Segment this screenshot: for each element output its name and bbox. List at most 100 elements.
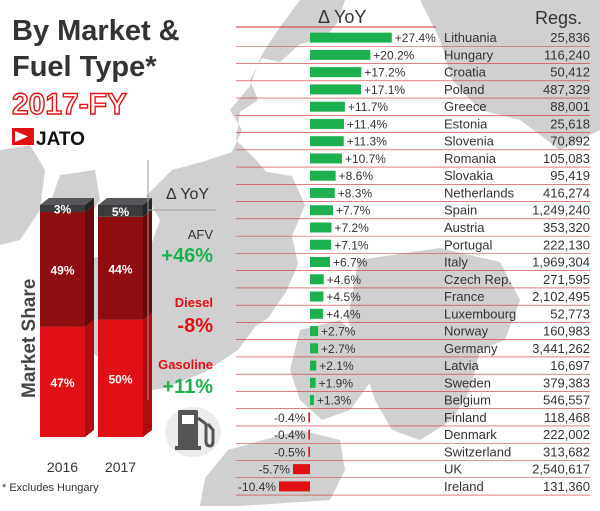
market-name: Poland: [444, 82, 484, 97]
market-regs: 95,419: [550, 168, 590, 183]
market-regs: 88,001: [550, 99, 590, 114]
yoy-label: +8.3%: [338, 186, 373, 200]
yoy-bar-netherlands: [310, 187, 335, 198]
yoy-label: +11.3%: [347, 135, 387, 149]
yoy-bar-czech-rep-: [310, 274, 324, 285]
market-name: Ireland: [444, 479, 484, 494]
share-label-2017-afv: 5%: [112, 205, 130, 219]
yoy-bar-latvia: [310, 360, 317, 371]
yoy-label: -0.4%: [274, 428, 306, 442]
yoy-label: +7.2%: [334, 221, 369, 235]
footnote: * Excludes Hungary: [2, 482, 99, 494]
yoy-label: +1.3%: [317, 394, 352, 408]
yoy-bar-luxembourg: [310, 308, 324, 319]
yoy-label: +7.7%: [336, 204, 371, 218]
market-regs: 353,320: [543, 220, 590, 235]
yoy-label: +11.7%: [348, 100, 388, 114]
yoy-label: +7.1%: [334, 238, 369, 252]
yoy-label: +10.7%: [345, 152, 386, 166]
market-regs: 116,240: [544, 47, 590, 62]
yoy-bar-belgium: [310, 395, 314, 406]
yoy-bar-hungary: [310, 49, 371, 60]
fuel-afv-label: AFV: [188, 227, 214, 242]
market-name: Lithuania: [444, 30, 498, 45]
yoy-bar-finland: [308, 412, 310, 423]
share-bar-side: [85, 198, 94, 213]
market-name: Netherlands: [444, 185, 515, 200]
market-regs: 2,102,495: [532, 289, 590, 304]
share-bar-2017-afv: [98, 205, 143, 217]
share-label-2016-diesel: 49%: [50, 263, 74, 277]
yoy-label: -5.7%: [259, 463, 291, 477]
market-name: Slovakia: [444, 168, 494, 183]
share-label-2017-gasoline: 50%: [108, 372, 132, 386]
market-regs: 160,983: [543, 324, 590, 339]
share-bar-2016-diesel: [40, 212, 85, 327]
yoy-bar-austria: [310, 222, 332, 233]
yoy-bar-poland: [310, 84, 362, 95]
market-name: Austria: [444, 220, 485, 235]
market-regs: 131,360: [543, 479, 590, 494]
yoy-bar-germany: [310, 343, 319, 354]
title-line1: By Market &: [12, 15, 180, 47]
market-name: Finland: [444, 410, 487, 425]
market-regs: 50,412: [550, 65, 590, 80]
market-regs: 379,383: [543, 375, 590, 390]
market-name: Slovenia: [444, 134, 495, 149]
yoy-label: +17.2%: [364, 66, 405, 80]
yoy-bar-romania: [310, 153, 342, 164]
share-bar-2016-afv: [40, 205, 85, 213]
market-name: Latvia: [444, 358, 479, 373]
share-label-2017-diesel: 44%: [108, 262, 132, 276]
fuel-diesel-yoy: -8%: [177, 315, 213, 337]
yoy-label: +1.9%: [319, 376, 354, 390]
share-bar-2017-diesel: [98, 216, 143, 320]
yoy-label: +27.4%: [395, 31, 436, 45]
yoy-label: +6.7%: [333, 256, 368, 270]
yoy-bar-croatia: [310, 67, 362, 78]
fuel-yoy-header: Δ YoY: [166, 186, 209, 203]
fuel-gasoline-yoy: +11%: [162, 376, 213, 398]
market-regs: 16,697: [550, 358, 590, 373]
market-regs: 313,682: [543, 444, 590, 459]
yoy-label: -10.4%: [238, 480, 276, 494]
yoy-bar-norway: [310, 326, 319, 337]
market-regs: 52,773: [550, 306, 590, 321]
yoy-bar-portugal: [310, 239, 332, 250]
yoy-label: +4.5%: [326, 290, 361, 304]
yoy-label: +8.6%: [339, 169, 374, 183]
market-regs: 2,540,617: [532, 462, 590, 477]
market-regs: 1,249,240: [532, 203, 590, 218]
fuel-pump-icon: [165, 407, 221, 457]
market-name: Czech Rep.: [444, 272, 512, 287]
yoy-bar-france: [310, 291, 324, 302]
share-bar-2017-gasoline: [98, 319, 143, 437]
market-name: Denmark: [444, 427, 497, 442]
fuel-yoy-panel: Δ YoY AFV +46% Diesel -8% Gasoline +11%: [147, 160, 216, 400]
market-name: Estonia: [444, 116, 488, 131]
yoy-bar-greece: [310, 101, 345, 112]
market-name: Greece: [444, 99, 487, 114]
market-regs: 222,002: [543, 427, 590, 442]
yoy-column-header: Δ YoY: [318, 7, 366, 27]
market-regs: 271,595: [543, 272, 590, 287]
yoy-label: -0.4%: [274, 411, 306, 425]
yoy-label: +11.4%: [347, 117, 387, 131]
market-yoy-chart: Δ YoY Regs. +27.4% Lithuania 25,836 +20.2% H…: [236, 7, 590, 496]
market-share-axis-label: Market Share: [19, 279, 40, 398]
market-regs: 222,130: [543, 237, 590, 252]
share-bar-side: [85, 319, 94, 437]
market-name: Norway: [444, 324, 489, 339]
market-name: Spain: [444, 203, 477, 218]
market-name: Croatia: [444, 65, 487, 80]
market-name: Luxembourg: [444, 306, 516, 321]
yoy-label: +20.2%: [373, 48, 414, 62]
yoy-label: +2.1%: [319, 359, 354, 373]
market-name: Romania: [444, 151, 497, 166]
yoy-bar-slovenia: [310, 136, 344, 147]
yoy-bar-lithuania: [310, 32, 392, 43]
share-bar-top: [40, 198, 94, 205]
share-bar-side: [85, 205, 94, 327]
fuel-afv-yoy: +46%: [161, 245, 213, 267]
market-name: Belgium: [444, 393, 491, 408]
